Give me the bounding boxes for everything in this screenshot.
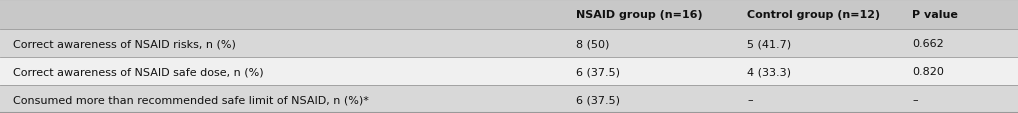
Text: 8 (50): 8 (50) [576,39,610,49]
Text: NSAID group (n=16): NSAID group (n=16) [576,10,702,20]
Text: 6 (37.5): 6 (37.5) [576,94,620,104]
Bar [0,85,1018,113]
Text: Correct awareness of NSAID safe dose, n (%): Correct awareness of NSAID safe dose, n … [13,67,264,76]
Text: Correct awareness of NSAID risks, n (%): Correct awareness of NSAID risks, n (%) [13,39,236,49]
Text: 6 (37.5): 6 (37.5) [576,67,620,76]
Bar [0,30,1018,58]
Text: 5 (41.7): 5 (41.7) [747,39,791,49]
Text: 0.662: 0.662 [912,39,944,49]
Bar [0,58,1018,85]
Bar [0,0,1018,30]
Text: –: – [747,94,753,104]
Text: Consumed more than recommended safe limit of NSAID, n (%)*: Consumed more than recommended safe limi… [13,94,370,104]
Text: P value: P value [912,10,958,20]
Text: Control group (n=12): Control group (n=12) [747,10,881,20]
Text: –: – [912,94,918,104]
Text: 4 (33.3): 4 (33.3) [747,67,791,76]
Text: 0.820: 0.820 [912,67,944,76]
